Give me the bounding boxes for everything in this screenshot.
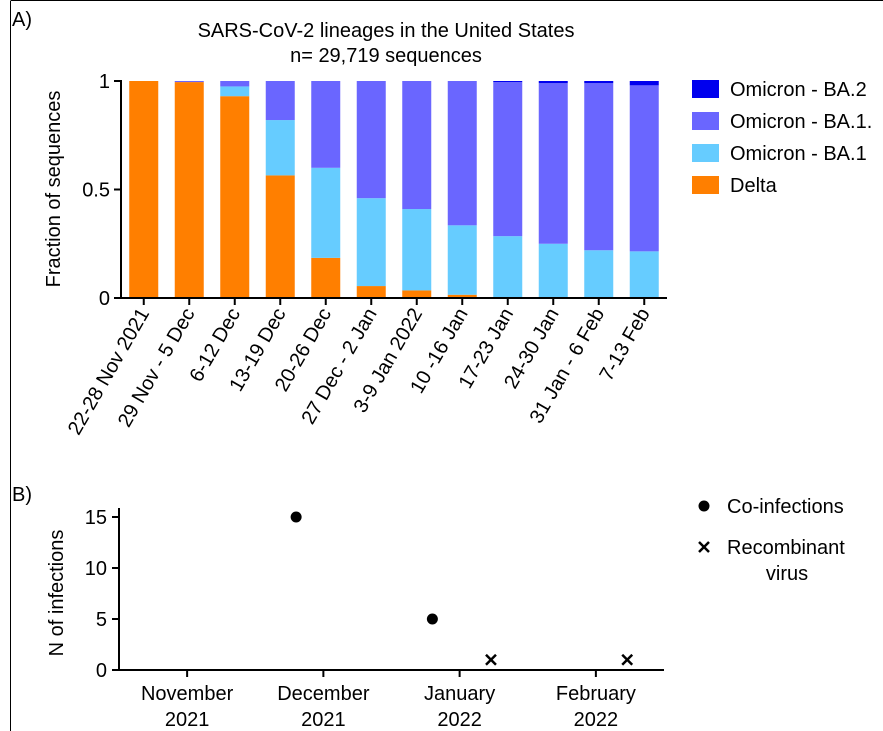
x-tick-label: February [556, 683, 636, 705]
legend-swatch [692, 144, 719, 162]
panel-a: A) SARS-CoV-2 lineages in the United Sta… [12, 9, 872, 439]
legend-label: virus [766, 563, 808, 585]
bar-segment [174, 81, 204, 83]
chart-b-points [290, 511, 634, 666]
bar-segment [493, 82, 523, 237]
bar-segment [538, 243, 568, 298]
cross-stroke [698, 541, 710, 553]
y-tick-label: 15 [85, 507, 107, 529]
legend-swatch [692, 112, 719, 130]
bar-segment [493, 81, 523, 83]
bar-segment [402, 209, 432, 291]
legend-label: Recombinant [727, 537, 845, 559]
x-tick-label: November [141, 683, 234, 705]
y-tick-label: 0 [96, 660, 107, 682]
bar-segment [402, 81, 432, 210]
chart-b-ylabel: N of infections [46, 530, 68, 657]
panel-a-label: A) [12, 9, 32, 31]
recombinant-point [485, 653, 497, 666]
x-tick-label: December [277, 683, 370, 705]
bar-segment [629, 81, 659, 86]
chart-b-axes: 0 5 10 15 November 2021 December 2021 January 202… [85, 507, 664, 731]
bar-segment [538, 81, 568, 84]
x-tick-label: 2021 [301, 709, 346, 731]
bar-segment [220, 96, 250, 298]
bar-segment [402, 290, 432, 298]
cross-stroke [485, 653, 497, 666]
bar-segment [356, 81, 386, 199]
co-infection-point [290, 511, 302, 523]
y-tick-label: 10 [85, 558, 107, 580]
panel-b: B) N of infections 0 5 10 15 November 2021 Dec… [12, 484, 845, 731]
panel-b-label: B) [12, 484, 32, 506]
chart-a-subtitle: n= 29,719 sequences [290, 45, 482, 67]
legend-label: Co-infections [727, 496, 844, 518]
bar-segment [265, 120, 295, 176]
co-infection-point [426, 613, 438, 625]
y-tick-label: 0.5 [82, 180, 110, 202]
bar-segment [538, 83, 568, 244]
x-tick-label: 2022 [574, 709, 619, 731]
bar-segment [629, 251, 659, 298]
bar-segment [265, 81, 295, 121]
bar-segment [447, 294, 477, 298]
chart-a-title: SARS-CoV-2 lineages in the United States [198, 20, 575, 42]
x-tick-label: 22-28 Nov 2021 [64, 305, 154, 439]
legend-marker-circle [698, 500, 710, 512]
chart-b-legend: Co-infections Recombinant virus [698, 496, 845, 585]
bar-segment [220, 86, 250, 97]
legend-marker-cross [698, 541, 710, 553]
x-tick-label: 2021 [165, 709, 210, 731]
panel-a-border [10, 0, 883, 478]
chart-a-ylabel: Fraction of sequences [43, 91, 65, 288]
bar-segment [493, 236, 523, 298]
y-tick-label: 5 [96, 609, 107, 631]
bar-segment [356, 286, 386, 298]
bar-segment [265, 175, 295, 298]
x-tick-label: January [424, 683, 495, 705]
bar-segment [356, 198, 386, 287]
bar-segment [311, 167, 341, 258]
legend-swatch [692, 176, 719, 194]
legend-swatch [692, 80, 719, 98]
y-tick-label: 0 [99, 288, 110, 310]
bar-segment [174, 82, 204, 298]
chart-a-bars [129, 81, 659, 298]
chart-a-legend: Omicron - BA.2 Omicron - BA.1. Omicron - B… [692, 79, 872, 197]
bar-segment [447, 225, 477, 295]
legend-label: Delta [730, 175, 778, 197]
bar-segment [447, 81, 477, 226]
bar-segment [129, 81, 159, 298]
bar-segment [311, 257, 341, 298]
bar-segment [629, 85, 659, 252]
bar-segment [220, 81, 250, 87]
legend-label: Omicron - BA.1 [730, 143, 867, 165]
y-tick-label: 1 [99, 71, 110, 93]
legend-label: Omicron - BA.1. [730, 111, 872, 133]
legend-label: Omicron - BA.2 [730, 79, 867, 101]
bar-segment [311, 81, 341, 168]
recombinant-point [621, 653, 634, 666]
bar-segment [584, 250, 614, 298]
x-tick-label: 2022 [437, 709, 482, 731]
cross-stroke [621, 653, 634, 666]
bar-segment [584, 81, 614, 84]
bar-segment [584, 83, 614, 251]
